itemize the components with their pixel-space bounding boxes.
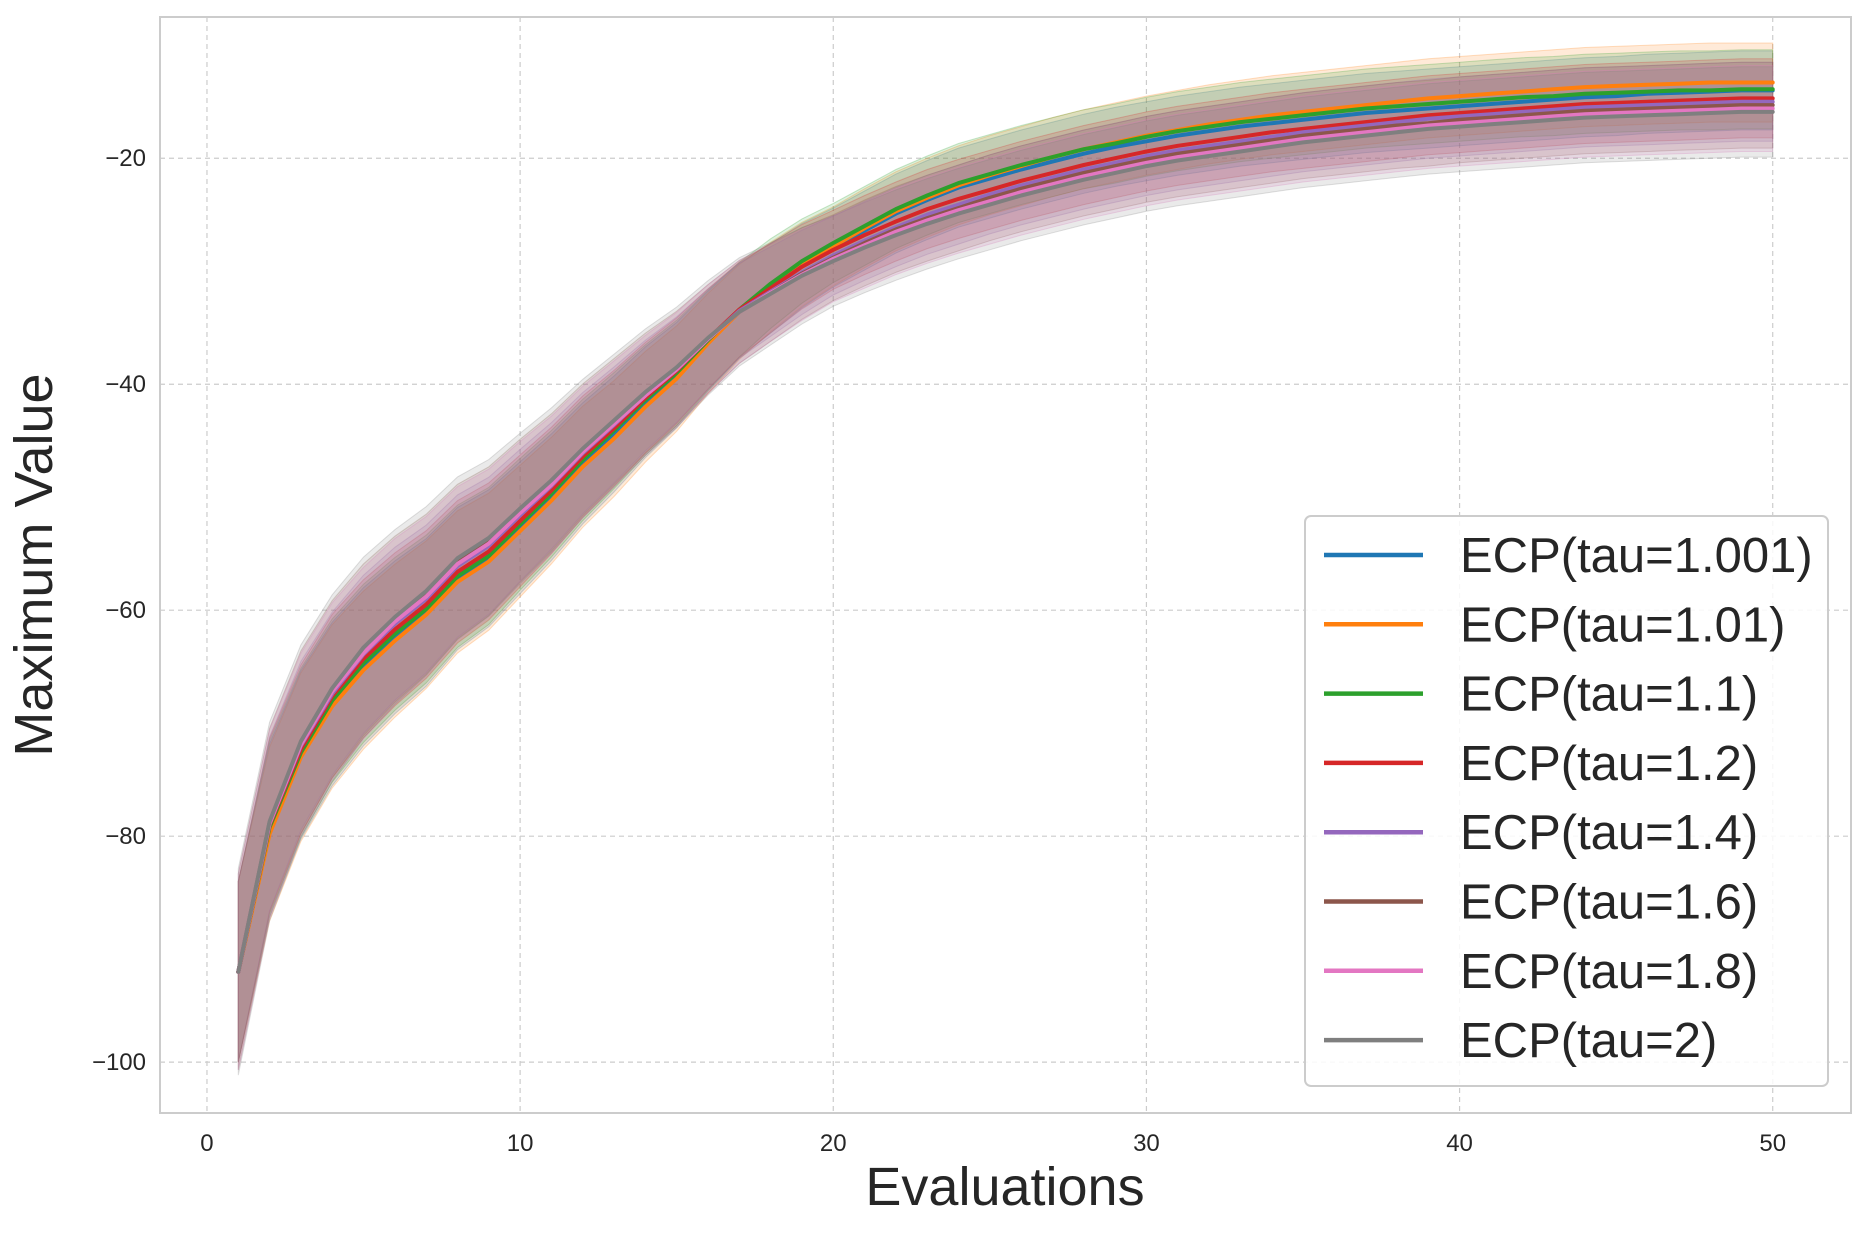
x-tick-label: 50 xyxy=(1759,1130,1786,1157)
legend-label-4: ECP(tau=1.2) xyxy=(1460,737,1758,791)
x-tick-label: 0 xyxy=(200,1130,213,1157)
band-series-3 xyxy=(237,49,1774,1063)
band-series-8 xyxy=(237,66,1774,1076)
band-series-1 xyxy=(237,50,1774,1063)
legend: ECP(tau=1.001) ECP(tau=1.01) ECP(tau=1.1) E… xyxy=(1304,515,1829,1087)
band-series-6 xyxy=(237,61,1774,1071)
legend-box xyxy=(1304,515,1829,1087)
x-tick-label: 40 xyxy=(1446,1130,1473,1157)
line-series-7 xyxy=(236,106,1775,974)
y-tick-label: −40 xyxy=(105,371,146,398)
legend-label-5: ECP(tau=1.4) xyxy=(1460,806,1758,860)
confidence-bands xyxy=(237,42,1774,1076)
band-series-5 xyxy=(237,61,1774,1063)
band-series-7 xyxy=(237,65,1774,1071)
legend-label-3: ECP(tau=1.1) xyxy=(1460,668,1758,722)
y-axis-title: Maximum Value xyxy=(4,373,64,756)
band-series-4 xyxy=(237,58,1774,1063)
y-tick-label: −20 xyxy=(105,145,146,172)
line-series-4 xyxy=(236,96,1775,974)
series-lines xyxy=(236,80,1775,974)
plot-frame xyxy=(159,16,1852,1114)
x-axis-title: Evaluations xyxy=(865,1157,1144,1217)
legend-label-8: ECP(tau=2) xyxy=(1460,1014,1717,1068)
x-tick-label: 20 xyxy=(820,1130,847,1157)
legend-label-2: ECP(tau=1.01) xyxy=(1460,598,1786,652)
y-tick-label: −60 xyxy=(105,597,146,624)
y-tick-label: −80 xyxy=(105,823,146,850)
x-tick-label: 30 xyxy=(1133,1130,1160,1157)
y-axis-ticks: −100 −80 −60 −40 −20 xyxy=(92,145,146,1076)
y-tick-label: −100 xyxy=(92,1049,146,1076)
line-series-8 xyxy=(236,109,1775,974)
line-series-3 xyxy=(236,87,1775,974)
band-series-2 xyxy=(237,42,1774,1063)
legend-label-7: ECP(tau=1.8) xyxy=(1460,945,1758,999)
legend-label-1: ECP(tau=1.001) xyxy=(1460,529,1813,583)
x-tick-label: 10 xyxy=(507,1130,534,1157)
x-axis-ticks: 0 10 20 30 40 50 xyxy=(200,1130,1786,1157)
legend-label-6: ECP(tau=1.6) xyxy=(1460,876,1758,930)
